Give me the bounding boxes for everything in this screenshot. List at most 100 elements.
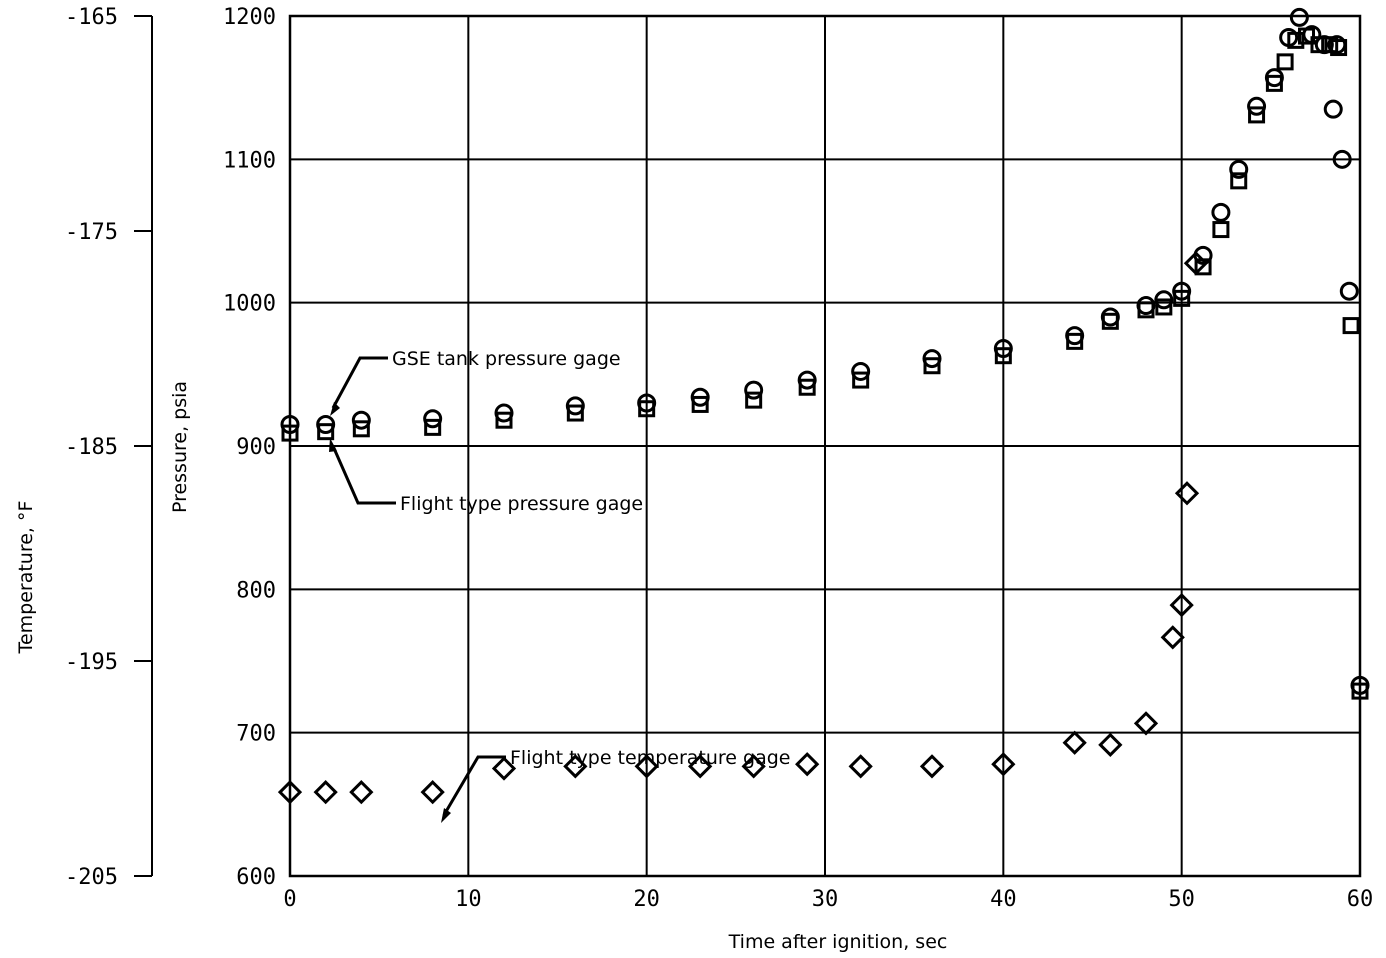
flight-pressure-point [1276,53,1294,71]
plot-frame [288,14,1362,878]
annotation-flight-pressure-arrowhead [329,438,337,452]
annotation-flight-temperature-leader [442,755,506,816]
gse-pressure-point [1339,281,1359,301]
flight-temperature-point [991,752,1016,777]
annotation-flight-pressure-label: Flight type pressure gage [400,493,643,515]
flight-pressure-point [1230,172,1248,190]
flight-pressure-point [1351,682,1369,700]
flight-temperature-point [1098,732,1123,757]
flight-temperature-point [420,780,445,805]
x-tick-label: 50 [1168,887,1195,912]
annotation-flight-temperature-arrowhead [441,808,451,823]
temperature-tick-label: -195 [65,650,118,675]
flight-pressure-point [1265,74,1283,92]
flight-pressure-point [1155,298,1173,316]
flight-pressure-point [281,424,299,442]
flight-temperature-point [1169,592,1194,618]
temperature-axis-title: Temperature, °F [15,501,37,655]
temperature-axis: -205 -195 -185 -175 -165 [65,5,153,890]
x-tick-label: 30 [812,887,839,912]
data-marks [277,7,1370,805]
x-tick-label: 10 [455,887,482,912]
flight-pressure-point [745,391,763,409]
flight-pressure-point [1101,312,1119,330]
flight-pressure-point [923,357,941,375]
gse-pressure-point [280,415,300,434]
annotation-gse-leader [331,356,388,409]
flight-pressure-point [1330,39,1348,57]
flight-temperature-point [313,780,338,805]
flight-pressure-point [1173,289,1191,307]
y-tick-label: 600 [236,865,276,890]
temperature-tick-label: -165 [65,5,118,30]
annotation-flight-pressure: Flight type pressure gage [329,438,643,515]
flight-temperature-point [741,754,766,779]
flight-pressure-point [1321,36,1339,54]
annotation-gse: GSE tank pressure gage [330,348,621,416]
gse-pressure-point [423,409,443,429]
flight-pressure-point [994,347,1012,365]
flight-temperature-point [795,752,820,777]
flight-pressure-point [1298,27,1315,45]
grid-lines [290,16,1360,876]
flight-temperature-point [491,756,517,781]
flight-temperature-point [919,754,945,779]
flight-pressure-point [638,400,656,418]
flight-pressure-point [1137,301,1155,319]
annotation-flight-temperature: Flight type temperature gage [441,747,790,823]
gse-pressure-point [1247,96,1267,116]
temperature-tick-label: -185 [65,435,118,460]
flight-temperature-point [848,754,873,779]
y-tick-label: 700 [236,722,276,747]
flight-temperature-point [563,754,588,779]
time-tick-labels: 0 10 20 30 40 50 60 [283,887,1373,912]
flight-temperature-point [1160,625,1185,650]
flight-temperature-point [1062,730,1087,755]
flight-temperature-point [277,780,303,805]
flight-pressure-point [691,395,709,413]
flight-pressure-point [1342,317,1360,335]
x-tick-label: 40 [990,887,1017,912]
flight-temperature-point [1133,711,1159,736]
gse-pressure-point [851,361,871,381]
annotation-gse-label: GSE tank pressure gage [392,348,621,370]
flight-pressure-point [1310,36,1328,54]
flight-temperature-point [634,754,659,779]
flight-pressure-point [1066,332,1084,350]
gse-pressure-point [351,410,371,430]
x-tick-label: 20 [633,887,660,912]
flight-temperature-point [1183,251,1209,276]
gse-pressure-point [744,380,764,400]
y-tick-label: 800 [236,578,276,603]
x-axis-title: Time after ignition, sec [728,931,948,953]
flight-temperature-point [1174,481,1200,506]
annotation-flight-pressure-leader [331,445,396,505]
gse-pressure-point [1229,159,1249,179]
gse-pressure-point [1211,202,1231,222]
flight-pressure-point [495,411,513,429]
gse-pressure-point [1323,99,1343,119]
y-tick-label: 1200 [223,5,276,30]
flight-pressure-point [317,423,335,441]
pressure-axis-title: Pressure, psia [169,381,191,513]
gse-pressure-point [1289,7,1309,27]
y-tick-label: 1000 [223,292,276,317]
gse-pressure-point [1332,149,1352,169]
temperature-tick-label: -175 [65,220,118,245]
flight-temperature-point [349,780,374,805]
pressure-tick-labels: 600 700 800 900 1000 1100 1200 [223,5,276,890]
x-tick-label: 60 [1347,887,1374,912]
y-tick-label: 900 [236,435,276,460]
flight-pressure-point [566,404,584,422]
flight-temperature-point [688,754,713,779]
flight-pressure-point [1287,31,1305,49]
y-tick-label: 1100 [223,148,276,173]
temperature-tick-label: -205 [65,865,118,890]
flight-pressure-point [424,418,442,436]
flight-pressure-point [352,420,370,438]
flight-pressure-point [1248,106,1266,124]
flight-pressure-point [1212,221,1230,239]
x-tick-label: 0 [283,887,296,912]
flight-pressure-point [852,371,870,389]
